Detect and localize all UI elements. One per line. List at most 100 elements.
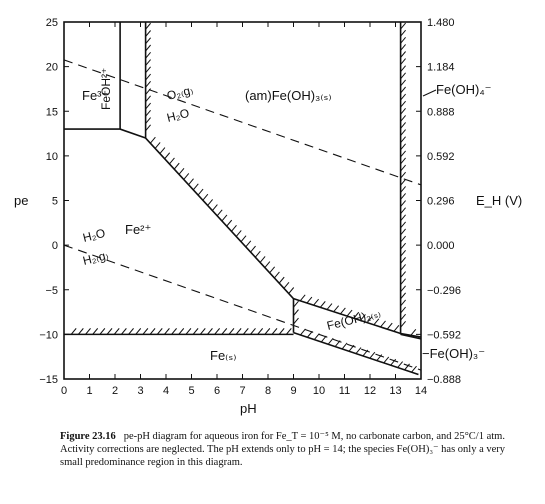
hatch-mark [156,328,163,335]
hatch-mark [235,230,242,237]
hatch-mark [400,193,406,200]
right-tick-label: 0.000 [427,240,455,252]
hatch-mark [149,136,156,144]
right-tick-label: 0.888 [427,106,455,118]
hatch-mark [192,328,199,335]
hatch-mark [400,214,406,222]
left-tick-label: −5 [45,285,58,297]
x-tick-label: 11 [339,385,350,397]
hatch-mark [288,287,295,294]
hatch-mark [400,221,406,229]
right-tick-label: 0.296 [427,196,455,208]
hatch-mark [360,314,366,321]
x-axis-title: pH [240,401,257,416]
label-fe-solid: Fe₍ₛ₎ [210,348,236,363]
hatch-mark [185,328,192,335]
hatch-mark [400,107,406,115]
hatch-mark [362,349,369,357]
hatch-mark [400,36,406,44]
hatch-mark [254,250,261,258]
hatch-mark [400,79,406,87]
boundary-line-1 [64,244,421,371]
hatch-mark [149,328,156,335]
caption-label: Figure 23.16 [60,431,116,442]
label-am-feoh3: (am)Fe(OH)₃₍ₛ₎ [245,88,332,103]
hatch-mark [400,271,406,278]
hatch-mark [400,93,406,101]
left-tick-label: −10 [39,329,58,341]
hatch-mark [400,257,406,264]
hatch-mark [293,300,299,308]
left-tick-label: −15 [39,374,58,386]
hatch-mark [400,157,406,165]
hatch-mark [400,228,406,236]
hatch-mark [400,306,406,314]
left-tick-label: 10 [46,151,58,163]
hatch-mark [319,301,326,308]
hatch-mark [393,324,400,332]
label-feoh3-minus: −Fe(OH)₃⁻ [422,346,485,361]
hatch-mark [313,298,319,306]
hatch-mark [199,328,206,335]
hatch-mark [400,242,406,250]
boundary-line-10 [400,333,421,340]
hatch-mark [400,150,406,158]
hatch-mark [293,309,299,316]
hatch-mark [400,313,406,321]
hatch-mark [346,309,353,317]
hatch-mark [400,72,406,80]
hatch-mark [306,330,313,338]
hatch-mark [400,292,406,300]
hatch-mark [306,296,313,304]
pe-ph-diagram: 0 1 2 3 4 5 6 7 8 9 10 11 12 13 14 25 20 15 10 5 0 −5 −10 −15 1.… [14,17,522,416]
hatch-mark [269,266,276,274]
hatch-mark [410,328,417,336]
hatch-mark [285,328,292,335]
hatch-mark [145,66,151,74]
hatch-mark [274,271,280,279]
label-o2-bottom: H₂O [165,106,190,125]
hatch-mark [242,328,249,335]
hatch-mark [411,365,417,373]
hatch-mark [386,322,393,330]
x-tick-label: 10 [313,385,325,397]
right-tick-label: −0.888 [427,374,461,386]
hatch-mark [142,328,149,335]
hatch-mark [171,328,177,335]
label-feoh2-plus: FeOH²⁺ [99,68,113,110]
hatch-mark [400,122,406,129]
hatch-mark [178,328,185,335]
x-tick-label: 1 [86,385,92,397]
hatch-mark [145,95,151,103]
hatch-mark [383,356,390,364]
hatch-mark [264,261,271,268]
hatch-mark [400,51,406,58]
hatch-mark [299,294,306,302]
hatch-mark [145,73,151,81]
hatch-mark [341,342,348,350]
hatch-mark [326,303,333,310]
hatch-mark [400,44,406,51]
hatch-mark [178,167,185,175]
hatch-mark [271,328,278,335]
hatch-mark [348,344,355,352]
hatch-mark [400,186,406,193]
hatch-mark [145,51,151,59]
hatch-mark [250,328,256,335]
x-tick-label: 13 [389,385,401,397]
hatch-mark [214,328,220,335]
hatch-mark [400,136,406,144]
hatch-mark [145,22,151,30]
label-fe3: Fe³⁺ [82,88,108,103]
hatch-mark [145,44,151,52]
hatch-mark [400,29,406,37]
left-tick-label: 0 [52,240,58,252]
label-feoh4-minus: Fe(OH)₄⁻ [436,82,492,97]
hatch-mark [259,256,266,263]
hatch-mark [145,30,151,37]
hatch-mark [207,328,213,335]
hatch-mark [164,152,171,160]
hatch-mark [250,245,256,253]
hatch-mark [216,209,223,217]
hatch-mark [192,183,199,191]
